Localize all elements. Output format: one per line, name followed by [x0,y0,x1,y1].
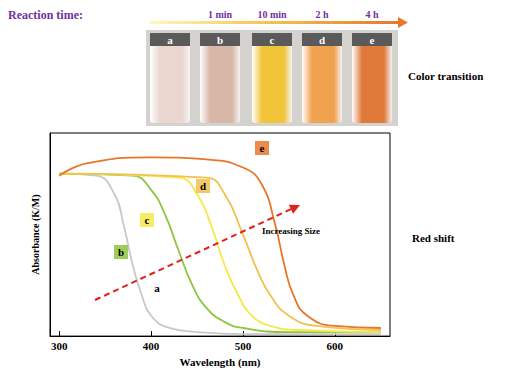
svg-text:1 min: 1 min [208,9,233,20]
svg-text:Reaction time:: Reaction time: [8,8,83,22]
svg-text:b: b [118,246,124,258]
svg-text:a: a [154,282,160,294]
svg-text:Red shift: Red shift [412,232,455,244]
svg-text:4 h: 4 h [365,9,379,20]
svg-text:Absorbance (K/M): Absorbance (K/M) [30,194,42,274]
svg-text:500: 500 [235,340,252,352]
svg-text:Color transition: Color transition [408,70,483,82]
svg-text:Wavelength (nm): Wavelength (nm) [180,356,261,369]
svg-text:e: e [260,142,265,154]
svg-text:400: 400 [143,340,160,352]
svg-text:300: 300 [51,340,68,352]
svg-text:10 min: 10 min [257,9,287,20]
svg-text:e: e [370,34,375,46]
svg-text:600: 600 [327,340,344,352]
svg-text:d: d [200,180,206,192]
svg-text:a: a [167,34,173,46]
svg-text:2 h: 2 h [315,9,329,20]
svg-text:b: b [217,34,223,46]
svg-text:c: c [145,214,150,226]
svg-text:c: c [270,34,275,46]
svg-text:d: d [319,34,325,46]
svg-text:Increasing Size: Increasing Size [262,226,320,236]
